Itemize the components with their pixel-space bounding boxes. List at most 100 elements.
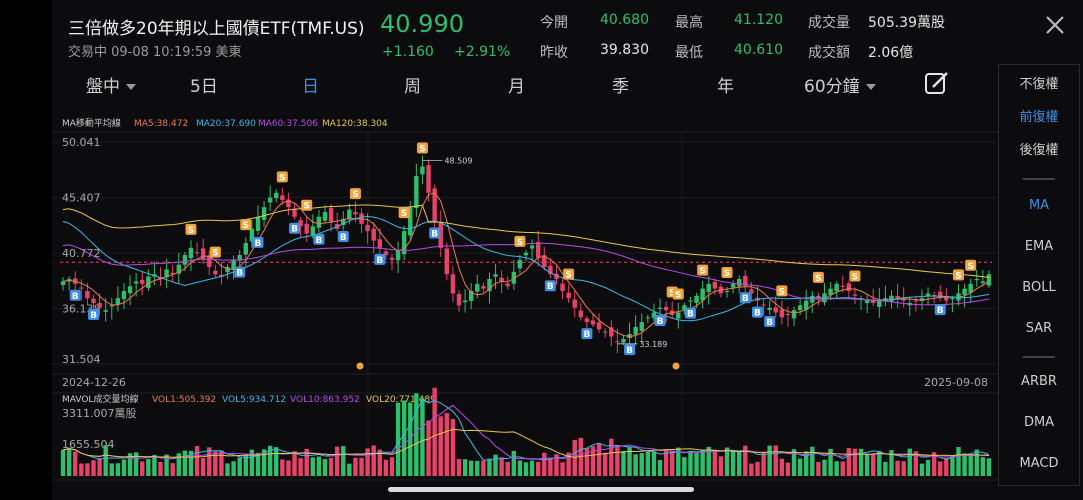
volume-bar	[779, 458, 785, 476]
volume-bar	[85, 463, 90, 476]
candle	[371, 228, 376, 241]
buy-marker-label: B	[937, 306, 944, 316]
candle	[535, 242, 541, 258]
volume-bar	[743, 445, 748, 476]
indicator-option[interactable]: 不復權	[1019, 77, 1059, 92]
draw-tool-icon	[925, 72, 948, 94]
sell-marker	[721, 266, 733, 278]
vol-y-tick: 1655.504	[62, 438, 115, 451]
indicator-option[interactable]: MACD	[1019, 456, 1059, 471]
sell-marker-label: S	[188, 226, 194, 236]
candle	[468, 290, 474, 302]
volume-bar	[877, 451, 882, 476]
candle	[133, 281, 139, 284]
candle	[109, 305, 114, 307]
volume-bar	[718, 456, 724, 476]
candle	[450, 274, 456, 294]
indicator-option[interactable]: 後復權	[1019, 143, 1059, 158]
tab-label: 60分鐘	[804, 77, 860, 97]
volume-bar	[432, 387, 437, 476]
tab-3[interactable]: 周	[404, 72, 421, 97]
buy-marker	[289, 222, 301, 234]
volume-bar	[499, 457, 504, 476]
volume-bar	[231, 461, 236, 476]
kline-chart[interactable]: MA移動平均線 MA5:38.472 MA20:37.690 MA60:37.506 M…	[52, 112, 998, 482]
candle	[414, 176, 419, 209]
indicator-option[interactable]: MA	[1028, 198, 1050, 213]
ma60-line	[62, 242, 990, 306]
candle	[852, 294, 858, 296]
volume-bar	[950, 455, 955, 476]
candle	[840, 285, 845, 287]
sell-marker-label: S	[669, 288, 675, 298]
indicator-option[interactable]: DMA	[1023, 415, 1055, 430]
sell-marker-label: S	[967, 262, 973, 272]
sell-marker	[952, 269, 964, 281]
tab-6[interactable]: 年	[717, 72, 734, 97]
tab-7[interactable]: 60分鐘	[804, 72, 876, 97]
volume-bar	[816, 461, 821, 476]
close-button[interactable]	[1044, 14, 1066, 36]
candle	[816, 295, 821, 299]
candle	[944, 296, 949, 301]
volume-bar	[97, 458, 102, 476]
volume-bar	[66, 447, 72, 476]
candle	[968, 283, 973, 293]
tab-2[interactable]: 日	[302, 72, 319, 97]
vol-legend-item: MAVOL成交量均線	[62, 393, 138, 405]
indicator-option[interactable]: ARBR	[1021, 374, 1057, 389]
volume-bar	[505, 461, 510, 476]
candle	[267, 197, 273, 203]
buy-marker-label: B	[687, 310, 694, 320]
candle	[286, 199, 291, 208]
candle	[657, 307, 663, 309]
volume-bar	[761, 451, 766, 476]
indicator-option[interactable]: EMA	[1024, 239, 1054, 254]
home-indicator[interactable]	[388, 487, 694, 492]
candle	[925, 293, 931, 296]
volume-bar	[334, 446, 340, 476]
volume-bar	[146, 458, 151, 476]
volume-bar	[627, 446, 632, 476]
volume-bar	[127, 453, 133, 476]
tab-4[interactable]: 月	[508, 72, 525, 97]
volume-bar	[328, 457, 334, 476]
sell-marker-label: S	[352, 190, 358, 200]
volume-bar	[858, 448, 864, 476]
candle	[280, 195, 285, 200]
candle	[639, 322, 644, 331]
candle	[901, 298, 906, 301]
candle	[499, 277, 504, 282]
tab-1[interactable]: 5日	[190, 72, 218, 97]
event-dot	[356, 362, 364, 370]
candle	[60, 281, 66, 286]
volume-bar	[365, 448, 370, 476]
volume-bar	[213, 451, 218, 476]
candle	[310, 226, 315, 235]
x-end-label: 2025-09-08	[924, 376, 988, 389]
candle	[548, 265, 553, 275]
candle	[712, 281, 718, 289]
indicator-option[interactable]: BOLL	[1022, 280, 1056, 295]
volume-bar	[590, 446, 596, 476]
indicator-option[interactable]: SAR	[1025, 321, 1053, 336]
volume-bar	[669, 450, 675, 476]
tab-5[interactable]: 季	[612, 72, 629, 97]
volume-bar	[797, 458, 803, 476]
draw-tool-button[interactable]	[924, 70, 950, 96]
volume-bar	[408, 402, 413, 476]
indicator-option[interactable]: 前復權	[1019, 110, 1059, 125]
volume-bar	[822, 459, 827, 476]
candle	[590, 320, 596, 325]
candle	[487, 279, 492, 292]
volume-bar	[755, 461, 760, 476]
indicator-panel: 不復權前復權後復權 MA EMA BOLL SAR ARBR DMA MACD	[998, 64, 1080, 486]
sell-marker-label: S	[279, 173, 285, 183]
volume-bar	[511, 450, 517, 476]
tab-0[interactable]: 盤中	[86, 72, 136, 97]
tab-label: 周	[404, 77, 421, 97]
volume-bar	[724, 447, 730, 476]
quote-label: 最高	[675, 15, 703, 31]
volume-bar	[188, 450, 194, 476]
tab-label: 季	[612, 77, 629, 97]
